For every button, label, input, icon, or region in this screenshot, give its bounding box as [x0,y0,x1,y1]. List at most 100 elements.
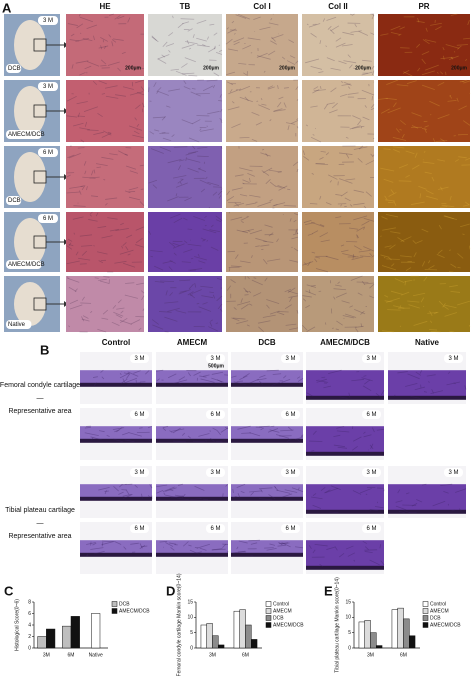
texture [339,396,348,399]
texture [160,280,174,282]
texture [196,543,210,549]
texture [125,282,135,284]
texture [177,381,183,387]
texture [291,487,304,493]
texture [111,41,114,47]
texture [162,41,168,47]
texture [398,510,405,514]
texture [267,86,275,90]
texture [152,116,166,119]
texture [347,86,351,89]
texture [240,216,250,221]
texture [435,140,448,142]
tag-box [362,410,381,419]
legend-label: Control [273,601,289,607]
time-tag: 6 M [134,412,144,418]
texture [268,169,282,173]
texture [117,299,122,304]
texture [188,544,192,547]
texture [337,446,348,449]
texture [235,88,238,91]
texture [135,244,145,248]
texture [363,205,367,209]
tag-box [281,468,300,477]
legend-swatch [111,601,118,607]
texture [135,226,145,231]
texture [342,31,354,36]
subchondral [306,509,384,514]
texture [164,316,178,322]
texture [450,13,458,16]
texture [262,314,276,318]
texture [200,378,215,383]
panel-label: C [4,583,14,598]
subchondral [156,382,228,387]
bar [245,624,252,649]
texture [81,296,85,301]
texture [310,32,317,38]
texture [349,305,353,308]
texture [369,559,380,566]
texture [136,282,144,286]
micrograph [226,276,298,332]
texture [390,189,395,194]
texture [79,190,82,195]
texture [352,490,362,495]
texture [432,500,446,507]
cartilage [306,426,384,455]
texture [219,308,223,312]
texture [98,260,104,264]
texture [240,298,243,304]
texture [426,195,438,200]
texture [185,151,197,156]
texture [253,277,257,279]
texture [296,118,299,121]
texture [336,320,343,326]
texture [111,39,117,43]
texture [236,229,249,234]
texture [270,425,275,428]
texture [251,255,253,258]
texture [220,109,223,113]
texture [202,498,209,501]
texture [157,90,169,96]
bar [91,613,101,649]
texture [405,150,415,155]
texture [250,542,258,545]
texture [310,221,325,228]
texture [393,305,405,309]
texture [202,85,214,92]
texture [338,60,347,65]
texture [335,328,340,331]
texture [463,204,470,207]
texture [325,202,332,206]
texture [192,145,196,150]
texture [272,204,278,207]
texture [90,547,104,550]
texture [210,319,213,322]
texture [405,267,412,271]
texture [296,438,300,443]
texture [266,299,280,304]
texture [242,182,245,185]
texture [90,310,93,314]
texture [352,115,361,120]
texture [285,323,297,326]
texture [127,371,139,377]
texture [215,52,223,55]
texture [302,150,305,156]
texture [381,216,388,220]
texture [283,102,287,108]
texture [335,292,347,298]
x-tick-label: 6M [400,652,407,658]
texture [296,376,301,379]
texture [267,258,281,262]
tag-box [130,468,149,477]
texture [247,173,255,177]
texture [226,190,230,196]
texture [398,33,402,37]
texture [183,240,188,244]
texture [376,428,385,431]
texture [385,297,400,303]
texture [216,277,223,281]
